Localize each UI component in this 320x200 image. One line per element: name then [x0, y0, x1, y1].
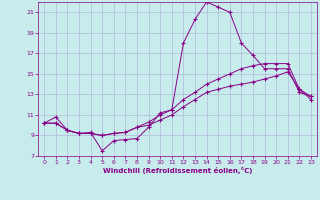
X-axis label: Windchill (Refroidissement éolien,°C): Windchill (Refroidissement éolien,°C)	[103, 167, 252, 174]
